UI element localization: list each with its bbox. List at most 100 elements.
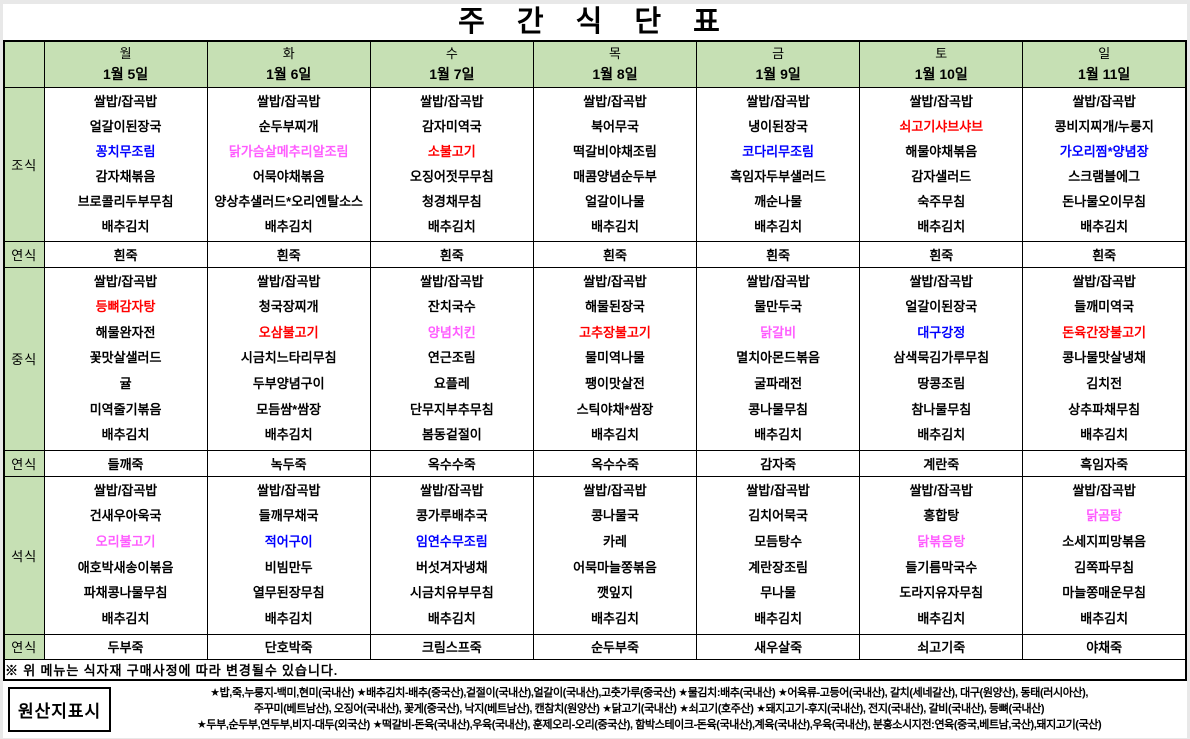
menu-item: 오삼불고기 (258, 324, 319, 340)
menu-item: 코다리무조림 (742, 143, 815, 159)
menu-cell-stack: 쌀밥/잡곡밥 건새우아욱국 오리불고기 애호박새송이볶음 파채콩나물무침 배추김치 (45, 478, 206, 632)
menu-item: 스크램블에그 (1068, 168, 1141, 184)
menu-item: 순두부찌개 (258, 118, 319, 134)
menu-item: 굴파래전 (754, 376, 803, 392)
menu-item: 김치전 (1086, 376, 1123, 392)
menu-cell-stack: 쌀밥/잡곡밥 콩나물국 카레 어묵마늘쫑볶음 깻잎지 배추김치 (534, 478, 695, 632)
day-date: 1월 11일 (1078, 66, 1131, 83)
day-header: 일 1월 11일 (1022, 40, 1187, 88)
menu-cell: 쌀밥/잡곡밥 청국장찌개 오삼불고기 시금치느타리무침 두부양념구이 모듬쌈*쌈장 배추김치 (206, 266, 371, 451)
menu-cell-stack: 쌀밥/잡곡밥 북어무국 떡갈비야채조림 매콤양념순두부 얼갈이나물 배추김치 (534, 89, 695, 239)
menu-item: 배추김치 (101, 611, 150, 627)
menu-item: 배추김치 (754, 218, 803, 234)
menu-item: 닭볶음탕 (917, 534, 966, 550)
menu-item: 돈나물오이무침 (1062, 193, 1147, 209)
menu-cell: 쌀밥/잡곡밥 잔치국수 양념치킨 연근조림 요플레 단무지부추무침 봄동겉절이 (369, 266, 534, 451)
menu-cell-stack: 쌀밥/잡곡밥 홍합탕 닭볶음탕 들기름막국수 도라지유자무침 배추김치 (861, 478, 1022, 632)
menu-cell-stack: 쌀밥/잡곡밥 김치어묵국 모듬탕수 계란장조림 무나물 배추김치 (698, 478, 859, 632)
menu-item: 배추김치 (427, 218, 476, 234)
day-date: 1월 5일 (102, 66, 149, 83)
menu-item: 배추김치 (1080, 218, 1129, 234)
menu-item: 쌀밥/잡곡밥 (1072, 273, 1136, 289)
menu-item: 감자미역국 (421, 118, 482, 134)
soft-meal-cell: 흰죽 (1022, 240, 1187, 268)
menu-cell-stack: 쌀밥/잡곡밥 얼갈이된장국 꽁치무조림 감자채볶음 브로콜리두부무침 배추김치 (45, 89, 206, 239)
menu-item: 쌀밥/잡곡밥 (909, 482, 973, 498)
menu-cell-stack: 쌀밥/잡곡밥 물만두국 닭갈비 멸치아몬드볶음 굴파래전 콩나물무침 배추김치 (698, 269, 859, 448)
day-name: 토 (935, 46, 948, 62)
menu-item: 어묵마늘쫑볶음 (573, 559, 657, 575)
menu-item: 물만두국 (754, 299, 803, 315)
menu-item: 오징어젓무무침 (409, 168, 494, 184)
page-title: 주 간 식 단 표 (458, 6, 732, 38)
row-label-lunch_soft: 연식 (3, 449, 45, 477)
menu-table: 월 1월 5일 화 1월 6일 수 1월 7일 목 1월 8일 금 1월 9일 토 1월 10일 일 1월… (3, 40, 1187, 681)
menu-cell: 쌀밥/잡곡밥 건새우아욱국 오리불고기 애호박새송이볶음 파채콩나물무침 배추김치 (43, 475, 208, 635)
menu-item: 도라지유자무침 (899, 585, 984, 601)
menu-item: 해물된장국 (585, 299, 645, 315)
menu-item: 배추김치 (754, 427, 803, 443)
menu-cell: 쌀밥/잡곡밥 들깨미역국 돈육간장불고기 콩나물맛살냉채 김치전 상추파채무침 배추김치 (1022, 266, 1187, 451)
menu-cell: 쌀밥/잡곡밥 등뼈감자탕 해물완자전 꽃맛살샐러드 귤 미역줄기볶음 배추김치 (43, 266, 208, 451)
menu-item: 콩나물무침 (748, 401, 809, 417)
menu-item: 팽이맛살전 (585, 376, 645, 392)
day-name: 목 (609, 46, 621, 62)
day-name: 일 (1098, 46, 1111, 62)
soft-meal-cell: 계란죽 (859, 449, 1024, 477)
menu-item: 두부양념구이 (252, 376, 325, 392)
menu-item: 단무지부추무침 (409, 401, 494, 417)
menu-item: 깻잎지 (597, 585, 633, 601)
menu-item: 배추김치 (264, 611, 313, 627)
soft-meal-cell: 순두부죽 (532, 633, 698, 660)
menu-cell-stack: 쌀밥/잡곡밥 얼갈이된장국 대구강정 삼색묵김가루무침 땅콩조림 참나물무침 배추김치 (861, 269, 1022, 448)
menu-item: 물미역나물 (585, 350, 645, 366)
menu-item: 쌀밥/잡곡밥 (909, 93, 973, 109)
menu-item: 쌀밥/잡곡밥 (909, 273, 973, 289)
origin-lines: ★밥,죽,누룽지-백미,현미(국내산) ★배추김치-배추(중국산),겉절이(국내… (111, 685, 1187, 733)
origin-section: 원산지표시 ★밥,죽,누룽지-백미,현미(국내산) ★배추김치-배추(중국산),… (3, 680, 1187, 738)
menu-item: 배추김치 (591, 611, 639, 627)
menu-item: 배추김치 (427, 611, 476, 627)
menu-item: 콩나물맛살냉채 (1062, 350, 1147, 366)
menu-table-body: 월 1월 5일 화 1월 6일 수 1월 7일 목 1월 8일 금 1월 9일 토 1월 10일 일 1월… (3, 40, 1187, 680)
day-name: 수 (445, 46, 458, 62)
menu-item: 쌀밥/잡곡밥 (420, 93, 484, 109)
menu-item: 오리불고기 (95, 534, 156, 550)
header-row: 월 1월 5일 화 1월 6일 수 1월 7일 목 1월 8일 금 1월 9일 토 1월 10일 일 1월… (3, 40, 1187, 88)
menu-cell: 쌀밥/잡곡밥 얼갈이된장국 대구강정 삼색묵김가루무침 땅콩조림 참나물무침 배추김치 (859, 266, 1024, 451)
weekly-menu-page: 주 간 식 단 표 월 1월 5일 화 1월 6일 수 1월 7일 목 1월 8일 금 1월 9일… (3, 4, 1187, 738)
menu-item: 고추장불고기 (579, 324, 651, 340)
menu-item: 쌀밥/잡곡밥 (93, 482, 158, 498)
menu-item: 배추김치 (591, 427, 639, 443)
menu-cell: 쌀밥/잡곡밥 해물된장국 고추장불고기 물미역나물 팽이맛살전 스틱야채*쌈장 배추김치 (532, 266, 698, 451)
menu-item: 김치어묵국 (748, 508, 809, 524)
menu-cell-stack: 쌀밥/잡곡밥 콩비지찌개/누룽지 가오리찜*양념장 스크램블에그 돈나물오이무침 배추김치 (1024, 89, 1185, 239)
soft-meal-cell: 흰죽 (43, 240, 208, 268)
menu-item: 깨순나물 (754, 193, 803, 209)
menu-cell: 쌀밥/잡곡밥 쇠고기샤브샤브 해물야채볶음 감자샐러드 숙주무침 배추김치 (859, 86, 1024, 242)
day-name: 금 (772, 46, 785, 62)
menu-item: 꽁치무조림 (95, 143, 156, 159)
menu-cell: 쌀밥/잡곡밥 북어무국 떡갈비야채조림 매콤양념순두부 얼갈이나물 배추김치 (532, 86, 698, 242)
menu-item: 적어구이 (264, 534, 313, 550)
menu-item: 마늘쫑매운무침 (1062, 585, 1147, 601)
menu-item: 배추김치 (264, 427, 313, 443)
menu-item: 연근조림 (427, 350, 476, 366)
menu-item: 쌀밥/잡곡밥 (93, 273, 158, 289)
menu-item: 비빔만두 (264, 559, 313, 575)
menu-item: 쌀밥/잡곡밥 (1072, 482, 1136, 498)
day-date: 1월 8일 (592, 66, 638, 83)
menu-cell-stack: 쌀밥/잡곡밥 들깨미역국 돈육간장불고기 콩나물맛살냉채 김치전 상추파채무침 배추김치 (1024, 269, 1185, 448)
soft-meal-cell: 흑임자죽 (1022, 449, 1187, 477)
section-row-lunch_soft: 연식 들깨죽 녹두죽 옥수수죽 옥수수죽 감자죽 계란죽 흑임자죽 (3, 449, 1187, 477)
soft-meal-cell: 야채죽 (1022, 633, 1187, 660)
menu-cell: 쌀밥/잡곡밥 홍합탕 닭볶음탕 들기름막국수 도라지유자무침 배추김치 (859, 475, 1024, 635)
menu-item: 버섯겨자냉채 (415, 559, 488, 575)
menu-item: 무나물 (760, 585, 797, 601)
menu-item: 파채콩나물무침 (83, 585, 168, 601)
menu-cell: 쌀밥/잡곡밥 콩나물국 카레 어묵마늘쫑볶음 깻잎지 배추김치 (532, 475, 698, 635)
soft-meal-cell: 흰죽 (696, 240, 861, 268)
soft-meal-cell: 녹두죽 (206, 449, 371, 477)
menu-item: 어묵야채볶음 (252, 168, 325, 184)
row-label-breakfast_soft: 연식 (3, 240, 45, 268)
